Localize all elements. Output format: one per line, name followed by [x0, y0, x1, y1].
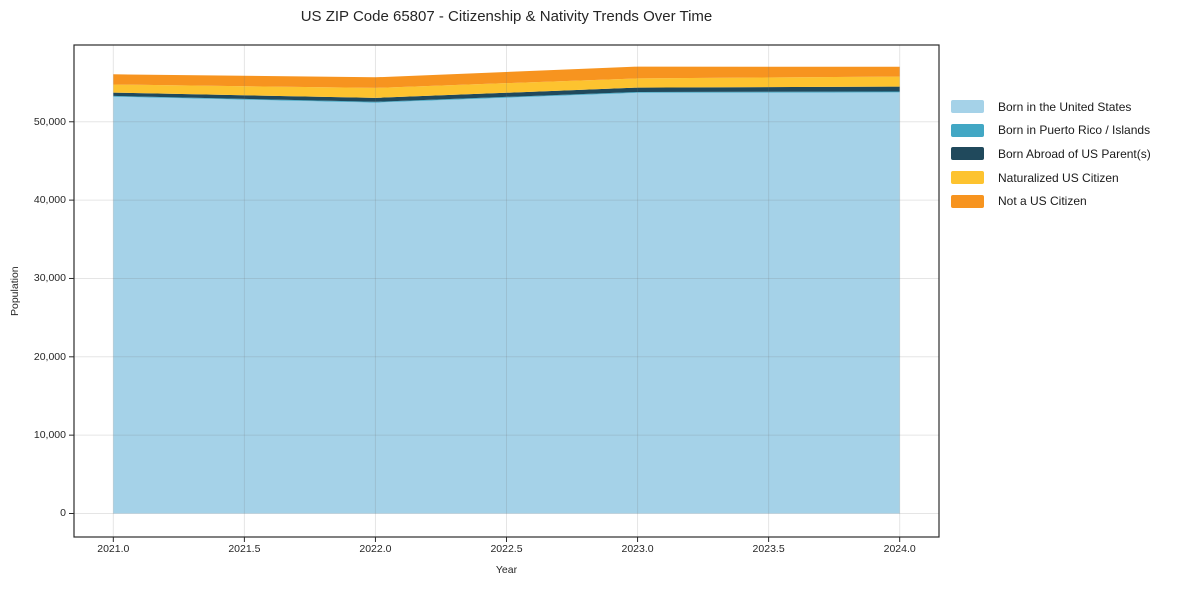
y-tick-label: 30,000 — [33, 272, 66, 285]
legend-item: Born in the United States — [951, 99, 1151, 114]
legend-label: Born in the United States — [998, 99, 1132, 114]
x-axis-label: Year — [495, 564, 518, 576]
legend-swatch-icon — [951, 100, 984, 113]
x-tick-label: 2023.0 — [621, 543, 654, 555]
legend-swatch-icon — [951, 171, 984, 185]
legend-swatch-icon — [951, 147, 984, 161]
legend-label: Not a US Citizen — [998, 194, 1087, 209]
area-series-2 — [113, 86, 900, 102]
x-tick-label: 2021.0 — [97, 543, 130, 555]
chart-legend: Born in the United States Born in Puerto … — [951, 100, 1151, 218]
x-tick-label: 2024.0 — [883, 543, 916, 555]
legend-label: Born in Puerto Rico / Islands — [998, 123, 1151, 138]
y-tick-label: 0 — [60, 507, 66, 520]
x-tick-label: 2021.5 — [228, 543, 261, 555]
legend-label: Born Abroad of US Parent(s) — [998, 146, 1151, 161]
area-series-0 — [113, 92, 900, 514]
y-tick-label: 20,000 — [33, 350, 66, 363]
y-tick-label: 10,000 — [33, 429, 66, 442]
area-series-3 — [113, 76, 900, 98]
legend-item: Not a US Citizen — [951, 194, 1151, 209]
legend-swatch-icon — [951, 194, 984, 208]
x-tick-label: 2022.0 — [359, 543, 392, 555]
y-tick-label: 40,000 — [33, 194, 66, 207]
y-tick-label: 50,000 — [33, 115, 66, 128]
legend-label: Naturalized US Citizen — [998, 170, 1119, 185]
legend-item: Born in Puerto Rico / Islands — [951, 123, 1151, 138]
legend-item: Born Abroad of US Parent(s) — [951, 146, 1151, 161]
x-tick-label: 2023.5 — [752, 543, 785, 555]
chart-title: US ZIP Code 65807 - Citizenship & Nativi… — [300, 8, 713, 25]
x-tick-label: 2022.5 — [490, 543, 523, 555]
area-series-4 — [113, 66, 900, 88]
legend-item: Naturalized US Citizen — [951, 170, 1151, 185]
area-series-1 — [113, 91, 900, 103]
legend-swatch-icon — [951, 123, 984, 137]
